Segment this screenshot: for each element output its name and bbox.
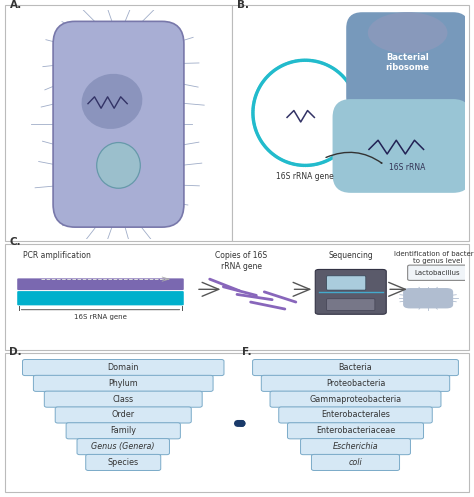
Text: Gammaproteobacteria: Gammaproteobacteria — [310, 395, 401, 404]
Ellipse shape — [82, 74, 142, 129]
FancyBboxPatch shape — [55, 407, 191, 423]
FancyBboxPatch shape — [301, 438, 410, 455]
FancyBboxPatch shape — [327, 299, 375, 311]
FancyBboxPatch shape — [311, 454, 400, 471]
Text: Genus (Genera): Genus (Genera) — [91, 442, 155, 451]
FancyBboxPatch shape — [270, 391, 441, 407]
FancyBboxPatch shape — [403, 288, 453, 309]
Ellipse shape — [368, 12, 447, 53]
Text: Escherichia: Escherichia — [333, 442, 378, 451]
FancyBboxPatch shape — [77, 438, 170, 455]
FancyBboxPatch shape — [53, 21, 184, 227]
Text: PCR amplification: PCR amplification — [23, 251, 91, 260]
FancyBboxPatch shape — [279, 407, 432, 423]
Bar — [5, 353, 469, 492]
FancyBboxPatch shape — [44, 391, 202, 407]
FancyBboxPatch shape — [261, 375, 450, 392]
Text: Class: Class — [113, 395, 134, 404]
Text: Domain: Domain — [108, 363, 139, 372]
Text: Enterobacteriaceae: Enterobacteriaceae — [316, 426, 395, 435]
FancyBboxPatch shape — [33, 375, 213, 392]
Text: Lactobacillus: Lactobacillus — [414, 270, 460, 276]
FancyBboxPatch shape — [346, 12, 469, 113]
FancyBboxPatch shape — [333, 99, 471, 193]
FancyBboxPatch shape — [86, 454, 161, 471]
Bar — [232, 5, 469, 241]
FancyBboxPatch shape — [287, 423, 424, 439]
Text: Phylum: Phylum — [109, 379, 138, 388]
Text: Sequencing: Sequencing — [328, 251, 373, 260]
Text: F.: F. — [242, 347, 251, 357]
FancyBboxPatch shape — [315, 269, 386, 314]
Text: D.: D. — [9, 347, 22, 357]
FancyBboxPatch shape — [66, 423, 181, 439]
Text: Copies of 16S
rRNA gene: Copies of 16S rRNA gene — [216, 251, 268, 270]
Text: Species: Species — [108, 458, 139, 467]
Text: coli: coli — [348, 458, 363, 467]
Text: A.: A. — [9, 0, 22, 10]
Text: B.: B. — [237, 0, 249, 10]
Text: Bacterial
ribosome: Bacterial ribosome — [386, 53, 429, 72]
Circle shape — [97, 143, 140, 188]
Text: Identification of bacteria
to genus level: Identification of bacteria to genus leve… — [394, 251, 474, 264]
Text: Family: Family — [110, 426, 136, 435]
Text: C.: C. — [9, 237, 21, 247]
Text: Enterobacterales: Enterobacterales — [321, 411, 390, 419]
FancyArrowPatch shape — [326, 153, 382, 163]
Bar — [5, 244, 469, 350]
Text: Bacteria: Bacteria — [338, 363, 373, 372]
FancyBboxPatch shape — [253, 359, 458, 376]
FancyBboxPatch shape — [408, 265, 467, 280]
FancyBboxPatch shape — [17, 291, 184, 305]
FancyBboxPatch shape — [327, 276, 366, 290]
Text: 16S rRNA: 16S rRNA — [390, 163, 426, 172]
Bar — [5, 5, 232, 241]
FancyBboxPatch shape — [22, 359, 224, 376]
Text: Proteobacteria: Proteobacteria — [326, 379, 385, 388]
FancyBboxPatch shape — [17, 278, 184, 290]
Text: 16S rRNA gene: 16S rRNA gene — [276, 172, 334, 181]
Text: Order: Order — [112, 411, 135, 419]
Text: 16S rRNA gene: 16S rRNA gene — [74, 314, 127, 320]
